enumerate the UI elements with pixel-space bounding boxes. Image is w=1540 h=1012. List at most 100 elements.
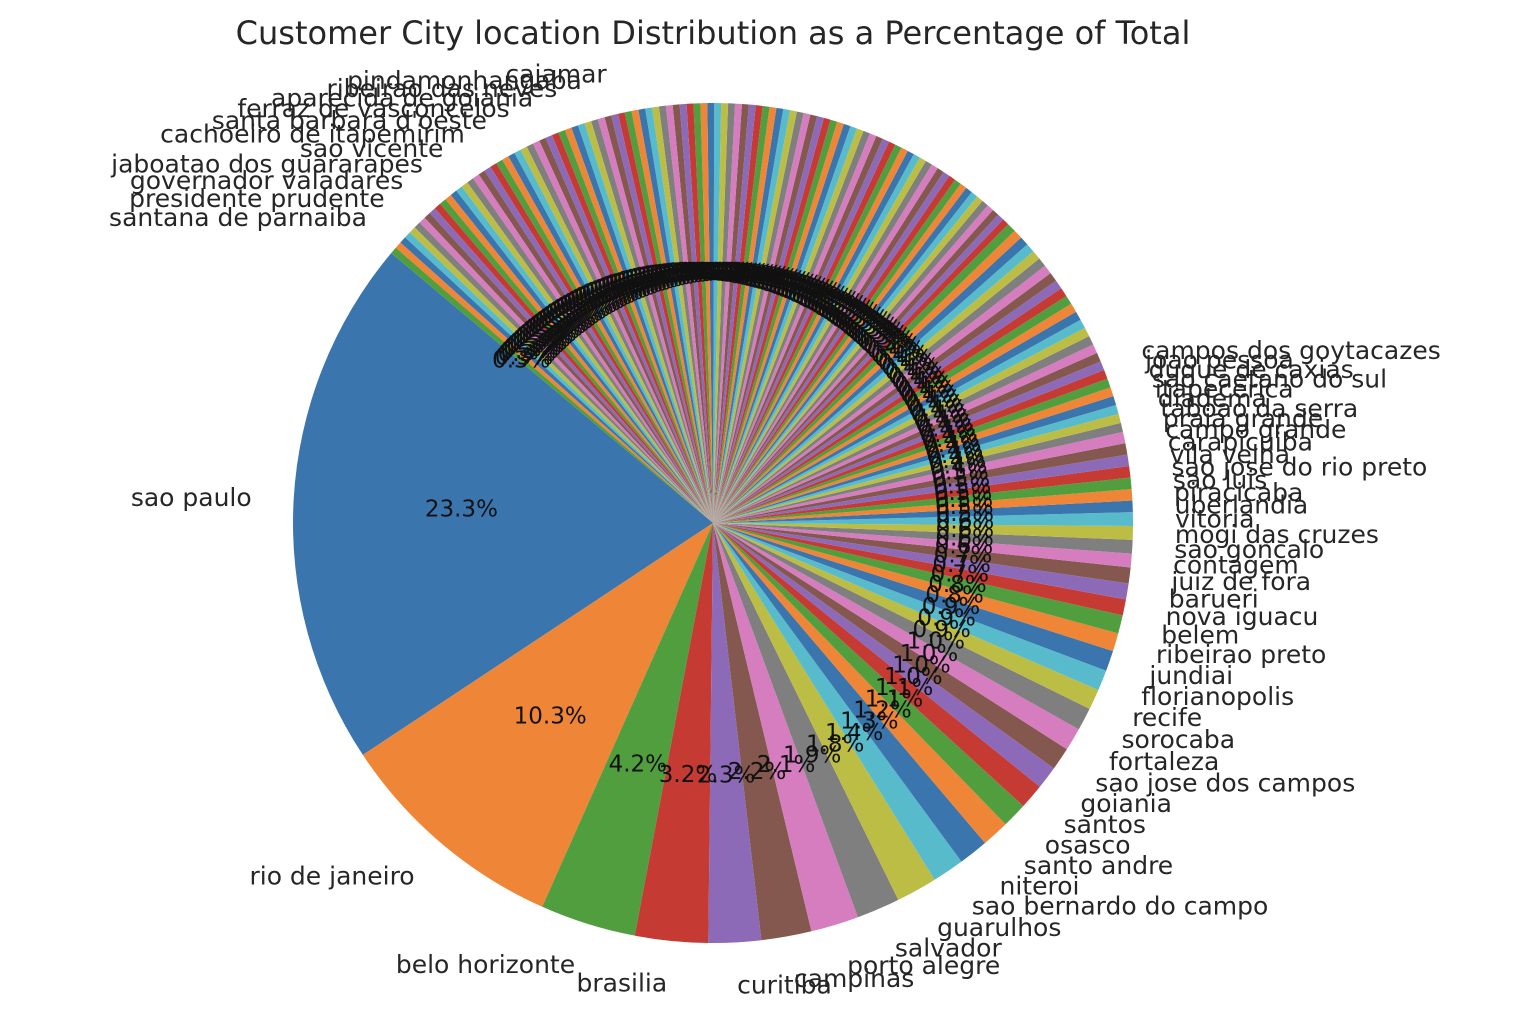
slice-percentage-label: 0.4%: [870, 342, 928, 368]
pie-slice: [713, 160, 932, 523]
slice-percentage-label: 0.4%: [867, 338, 925, 364]
slice-percentage-label: 1.4%: [825, 720, 883, 746]
pie-slice: [293, 253, 713, 755]
slice-percentage-label: 0.4%: [908, 396, 966, 422]
pie-slice: [713, 387, 1114, 523]
slice-percentage-label: 0.3%: [649, 261, 707, 287]
pie-slice: [713, 133, 877, 523]
pie-slice: [713, 352, 1101, 523]
pie-slice: [571, 125, 713, 523]
pie-slice: [526, 143, 713, 523]
pie-slice: [713, 523, 899, 918]
pie-slice: [713, 523, 1119, 652]
slice-category-label: vila velha: [1170, 440, 1290, 469]
pie-slice: [461, 182, 713, 524]
pie-slice: [713, 295, 1072, 523]
pie-slice: [713, 523, 1123, 634]
slice-percentage-label: 0.3%: [653, 261, 711, 287]
pie-slice: [713, 138, 890, 523]
slice-category-label: duque de caxias: [1149, 355, 1354, 384]
pie-slice: [713, 141, 896, 523]
pie-slice: [713, 144, 902, 523]
slice-percentage-label: 0.6%: [935, 534, 993, 560]
slice-percentage-label: 0.5%: [935, 494, 993, 520]
pie-slice: [707, 102, 715, 523]
pie-slice: [713, 114, 818, 524]
pie-slice: [713, 105, 770, 523]
slice-percentage-label: 0.3%: [691, 259, 749, 285]
slice-percentage-label: 0.4%: [903, 387, 961, 413]
slice-percentage-label: 0.3%: [578, 283, 636, 309]
slice-percentage-label: 0.3%: [617, 268, 675, 294]
slice-percentage-label: 1.0%: [892, 653, 950, 679]
slice-category-label: mogi das cruzes: [1175, 520, 1379, 549]
slice-category-label: juiz de fora: [1170, 567, 1311, 596]
slice-percentage-label: 0.5%: [933, 473, 991, 499]
pie-slice: [467, 178, 713, 523]
pie-slice: [440, 199, 713, 523]
slice-percentage-label: 0.3%: [756, 270, 814, 296]
pie-slice: [490, 163, 713, 523]
pie-slice: [645, 107, 713, 523]
pie-slice: [611, 113, 713, 523]
pie-slice: [405, 232, 713, 523]
slice-category-label: vitoria: [1175, 505, 1254, 534]
slice-percentage-label: 0.5%: [935, 487, 993, 513]
category-labels: sao paulo rio de janeiro belo horizontebra…: [109, 59, 1441, 999]
slice-percentage-label: 0.3%: [563, 290, 621, 316]
slice-percentage-label: 0.3%: [657, 260, 715, 286]
slice-percentage-label: 0.4%: [888, 363, 946, 389]
slice-percentage-label: 0.9%: [912, 617, 970, 643]
pie-slice: [713, 369, 1108, 523]
pie-slice: [713, 154, 920, 523]
slice-percentage-label: 0.3%: [609, 271, 667, 297]
pie-slice: [713, 523, 1131, 584]
slice-percentage-label: 0.3%: [813, 295, 871, 321]
slice-percentage-label: 0.4%: [929, 454, 987, 480]
pie-slice: [713, 224, 1015, 524]
slice-percentage-label: 0.3%: [831, 306, 889, 332]
slice-category-label: sao vicente: [300, 134, 443, 163]
slice-category-label: porto alegre: [847, 951, 1000, 980]
pie-slice: [414, 222, 713, 523]
slice-percentage-label: 0.4%: [913, 406, 971, 432]
slice-percentage-label: 0.4%: [891, 368, 949, 394]
pie-slice: [713, 303, 1076, 523]
pie-slice: [713, 119, 838, 523]
pie-slice: [713, 230, 1022, 524]
slice-percentage-label: 0.3%: [666, 260, 724, 286]
pie-slice: [445, 194, 713, 523]
slice-percentage-label: 0.5%: [936, 501, 994, 527]
pie-slice: [713, 523, 1133, 540]
pie-slice: [631, 109, 713, 523]
pie-slice: [713, 288, 1067, 523]
slice-percentage-label: 1.9%: [783, 743, 841, 769]
slice-percentage-label: 0.3%: [834, 309, 892, 335]
pie-slice: [713, 111, 804, 523]
slice-category-label: piracicaba: [1174, 478, 1303, 507]
pie-slice: [713, 280, 1062, 523]
slice-category-label: santa barbara d'oeste: [212, 106, 487, 135]
slice-category-label: santana de parnaiba: [109, 203, 367, 232]
slice-percentage-label: 0.3%: [682, 259, 740, 285]
pie-slice: [713, 523, 1054, 787]
slice-percentage-label: 0.3%: [732, 264, 790, 290]
slice-percentage-label: 0.3%: [570, 286, 628, 312]
pie-slice: [713, 209, 999, 523]
pie-slice: [472, 174, 713, 523]
slice-percentage-label: 1.0%: [884, 664, 942, 690]
pie-slice: [713, 123, 851, 524]
slice-percentage-label: 0.3%: [752, 269, 810, 295]
pie-slice: [713, 103, 722, 523]
pie-slice: [713, 523, 1040, 807]
slice-category-label: campos dos goytacazes: [1141, 336, 1440, 365]
pie-slice: [713, 523, 935, 900]
pie-slice: [713, 157, 926, 524]
slice-category-label: contagem: [1173, 550, 1299, 579]
slice-percentage-label: 0.4%: [921, 427, 979, 453]
pie-slice: [634, 523, 713, 943]
pie-slice: [713, 378, 1111, 523]
slice-percentage-label: 0.3%: [581, 281, 639, 307]
slice-percentage-label: 0.6%: [935, 525, 993, 551]
